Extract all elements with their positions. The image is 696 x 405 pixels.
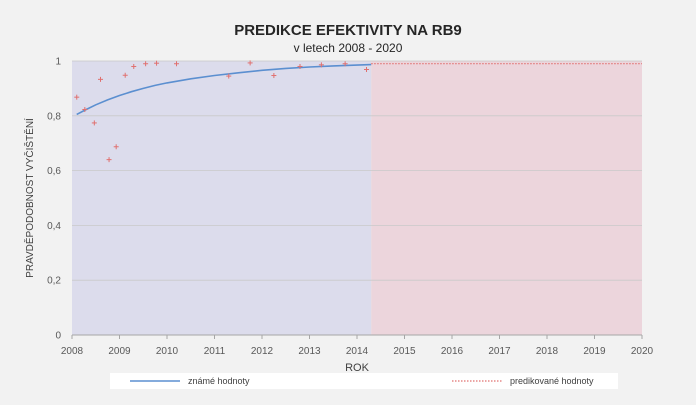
x-tick-label: 2009: [108, 346, 131, 357]
y-tick-label: 0,4: [47, 221, 61, 232]
chart-title: PREDIKCE EFEKTIVITY NA RB9: [234, 22, 462, 39]
data-point-marker: [342, 61, 348, 67]
y-tick-label: 0,6: [47, 166, 61, 177]
legend-box: [110, 373, 618, 389]
x-tick-label: 2015: [393, 346, 416, 357]
y-tick-label: 1: [55, 57, 61, 68]
x-tick-label: 2013: [298, 346, 321, 357]
y-tick-label: 0,8: [47, 111, 61, 122]
gridlines: [72, 60, 642, 281]
x-tick-label: 2017: [488, 346, 511, 357]
x-tick-label: 2008: [61, 346, 84, 357]
data-point-marker: [113, 144, 119, 150]
tick-labels: 2008 2009 2010 2011 2012 2013 2014 2015 2016 2017…: [47, 57, 653, 358]
x-tick-label: 2012: [251, 346, 274, 357]
predicted-region: [371, 61, 642, 335]
known-region: [72, 61, 372, 335]
known-values-line: [76, 63, 372, 116]
data-point-marker: [122, 72, 128, 78]
x-tick-label: 2020: [631, 346, 654, 357]
x-tick-label: 2018: [536, 346, 559, 357]
y-tick-label: 0: [55, 331, 61, 342]
chart-subtitle: v letech 2008 - 2020: [294, 41, 403, 55]
data-point-marker: [98, 76, 103, 82]
legend: známé hodnoty predikované hodnoty: [110, 373, 618, 389]
data-point-marker: [82, 106, 88, 112]
data-point-marker: [364, 66, 369, 72]
x-tick-label: 2010: [156, 346, 179, 357]
y-axis-label: PRAVDĚPODOBNOST VYČIŠTĚNÍ: [23, 118, 36, 278]
data-point-marker: [91, 120, 97, 126]
data-point-marker: [131, 63, 137, 69]
x-tick-label: 2014: [346, 346, 369, 357]
data-point-marker: [106, 157, 112, 163]
axes: [71, 334, 643, 339]
legend-known-label: známé hodnoty: [188, 376, 250, 386]
background-regions: [72, 61, 642, 335]
data-point-marker: [226, 73, 232, 79]
x-axis-label: ROK: [345, 362, 370, 374]
x-tick-label: 2019: [583, 346, 606, 357]
data-point-marker: [318, 62, 324, 68]
series: [74, 60, 642, 163]
data-point-marker: [247, 60, 253, 66]
data-point-marker: [174, 61, 179, 67]
y-tick-label: 0,2: [47, 276, 61, 287]
x-tick-label: 2011: [204, 346, 226, 357]
data-point-marker: [143, 61, 149, 67]
data-point-marker: [154, 60, 160, 66]
data-point-marker: [74, 94, 80, 100]
x-tick-label: 2016: [441, 346, 464, 357]
legend-predicted-label: predikované hodnoty: [510, 376, 594, 386]
data-point-marker: [271, 73, 277, 79]
data-point-marker: [297, 63, 303, 69]
